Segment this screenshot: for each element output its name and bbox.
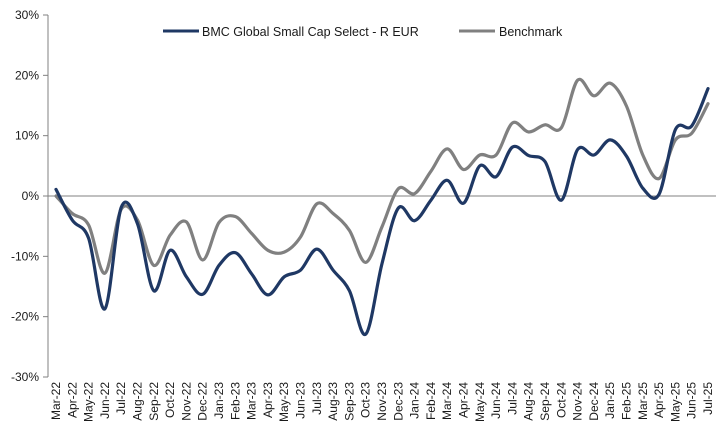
x-tick-label: Dec-24 — [587, 382, 601, 421]
legend: BMC Global Small Cap Select - R EUR Benc… — [163, 25, 563, 39]
legend-label-fund: BMC Global Small Cap Select - R EUR — [202, 25, 419, 39]
x-tick-label: May-24 — [473, 382, 487, 422]
y-tick-label: -30% — [11, 370, 39, 384]
x-tick-label: Jan-24 — [408, 382, 422, 419]
x-tick-label: Feb-24 — [424, 382, 438, 420]
series-group — [54, 77, 710, 336]
x-tick-label: Dec-22 — [196, 382, 210, 421]
x-tick-label: Jun-24 — [489, 382, 503, 419]
x-tick-label: Oct-22 — [163, 382, 177, 418]
x-tick-label: May-23 — [277, 382, 291, 422]
y-tick-label: -20% — [11, 310, 39, 324]
x-tick-label: Jun-23 — [294, 382, 308, 419]
x-tick-label: Jul-23 — [310, 382, 324, 415]
x-tick-label: Nov-24 — [571, 382, 585, 421]
x-tick-label: Mar-23 — [245, 382, 259, 420]
x-tick-label: May-25 — [668, 382, 682, 422]
x-tick-label: Sep-22 — [147, 382, 161, 421]
x-tick-label: Sep-23 — [342, 382, 356, 421]
x-tick-label: Apr-23 — [261, 382, 275, 418]
x-tick-label: Jun-22 — [98, 382, 112, 419]
x-tick-label: Sep-24 — [538, 382, 552, 421]
y-axis: 30% 20% 10% 0% -10% -20% -30% — [11, 8, 49, 384]
x-tick-label: Apr-24 — [457, 382, 471, 418]
x-tick-label: Oct-23 — [359, 382, 373, 418]
y-tick-label: 20% — [15, 68, 39, 82]
x-tick-label: Aug-22 — [131, 382, 145, 421]
x-tick-label: Apr-22 — [65, 382, 79, 418]
x-tick-label: Apr-25 — [652, 382, 666, 418]
x-tick-label: Jul-24 — [505, 382, 519, 415]
y-tick-label: 10% — [15, 129, 39, 143]
y-tick-label: 30% — [15, 8, 39, 22]
x-tick-label: Mar-22 — [49, 382, 63, 420]
x-tick-label: May-22 — [82, 382, 96, 422]
x-tick-label: Oct-24 — [554, 382, 568, 418]
x-tick-label: Aug-23 — [326, 382, 340, 421]
x-tick-label: Jul-25 — [701, 382, 715, 415]
series-line-benchmark — [54, 77, 710, 275]
y-tick-label: -10% — [11, 249, 39, 263]
x-tick-label: Feb-25 — [620, 382, 634, 420]
legend-label-benchmark: Benchmark — [499, 25, 563, 39]
x-tick-label: Jul-22 — [114, 382, 128, 415]
x-tick-label: Dec-23 — [391, 382, 405, 421]
x-tick-label: Feb-23 — [228, 382, 242, 420]
x-tick-label: Mar-25 — [636, 382, 650, 420]
x-tick-label: Jun-25 — [685, 382, 699, 419]
x-tick-label: Nov-23 — [375, 382, 389, 421]
x-tick-label: Jan-25 — [603, 382, 617, 419]
y-tick-label: 0% — [22, 189, 40, 203]
x-tick-label: Jan-23 — [212, 382, 226, 419]
x-tick-label: Nov-22 — [179, 382, 193, 421]
series-line-fund — [54, 87, 710, 336]
x-tick-label: Aug-24 — [522, 382, 536, 421]
x-axis: Mar-22 Apr-22 May-22 Jun-22 Jul-22 Aug-22 Sep-… — [48, 195, 716, 422]
x-tick-label: Mar-24 — [440, 382, 454, 420]
